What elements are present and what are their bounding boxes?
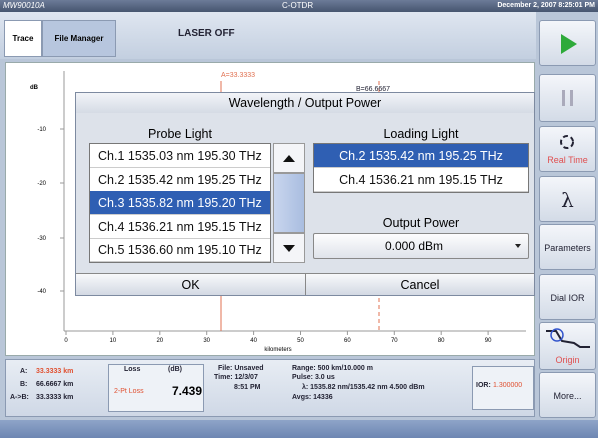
x-tick-label: 50 xyxy=(297,338,304,344)
laser-status: LASER OFF xyxy=(178,28,235,39)
lambda-button[interactable]: λ xyxy=(539,176,596,222)
x-tick-label: 0 xyxy=(64,338,68,344)
x-tick-label: 40 xyxy=(250,338,257,344)
x-tick-label: 80 xyxy=(438,338,445,344)
scroll-track xyxy=(273,173,305,233)
probe-item[interactable]: Ch.3 1535.82 nm 195.20 THz xyxy=(90,191,270,216)
loading-item[interactable]: Ch.2 1535.42 nm 195.25 THz xyxy=(314,144,528,168)
x-tick-label: 90 xyxy=(485,338,492,344)
probe-list: Ch.1 1535.03 nm 195.30 THz Ch.2 1535.42 n… xyxy=(89,143,271,263)
label: Origin xyxy=(555,355,580,365)
loss-header: Loss xyxy=(124,366,141,373)
ok-button[interactable]: OK xyxy=(76,273,306,295)
cursor-b-label: B=66.6667 xyxy=(356,86,390,93)
dial-ior-button[interactable]: Dial IOR xyxy=(539,274,596,320)
file-line: Time: 12/3/07 xyxy=(214,374,258,381)
parameters-button[interactable]: Parameters xyxy=(539,224,596,270)
y-tick-label: -20 xyxy=(37,181,46,187)
a-value: 33.3333 km xyxy=(36,368,74,375)
probe-item[interactable]: Ch.1 1535.03 nm 195.30 THz xyxy=(90,144,270,168)
loss-value: 7.439 xyxy=(172,384,203,398)
datetime: December 2, 2007 8:25:01 PM xyxy=(497,2,595,9)
param-line: Range: 500 km/10.000 m xyxy=(292,365,373,372)
x-tick-label: 70 xyxy=(391,338,398,344)
loss-type: 2-Pt Loss xyxy=(114,388,144,395)
run-button[interactable] xyxy=(539,20,596,66)
x-tick-label: 10 xyxy=(110,338,117,344)
y-unit: dB xyxy=(30,85,39,91)
probe-label: Probe Light xyxy=(148,127,212,141)
loading-label: Loading Light xyxy=(383,127,459,141)
y-tick-label: -30 xyxy=(37,236,46,242)
pause-icon xyxy=(562,90,573,106)
real-time-button[interactable]: Real Time xyxy=(539,126,596,172)
pause-button[interactable] xyxy=(539,74,596,122)
title-bar xyxy=(0,0,598,12)
ior-box xyxy=(472,366,534,410)
output-label: Output Power xyxy=(382,216,460,230)
file-line: File: Unsaved xyxy=(218,365,264,372)
dialog: Wavelength / Output Power Probe Light Ch… xyxy=(75,92,535,296)
more-button[interactable]: More... xyxy=(539,372,596,418)
file-line: 8:51 PM xyxy=(234,384,261,391)
output-dropdown[interactable]: 0.000 dBm xyxy=(313,233,529,259)
probe-item[interactable]: Ch.2 1535.42 nm 195.25 THz xyxy=(90,168,270,192)
probe-item[interactable]: Ch.4 1536.21 nm 195.15 THz xyxy=(90,215,270,239)
a-label: A: xyxy=(20,368,28,375)
ab-value: 33.3333 km xyxy=(36,394,74,401)
tab[interactable]: Trace xyxy=(4,20,42,57)
ab-label: A->B: xyxy=(10,394,29,401)
origin-icon xyxy=(546,328,590,348)
b-label: B: xyxy=(20,381,28,388)
param-line: Avgs: 14336 xyxy=(292,394,333,401)
origin-button[interactable]: Origin xyxy=(539,322,596,370)
y-tick-label: -10 xyxy=(37,127,46,133)
probe-item[interactable]: Ch.5 1536.60 nm 195.10 THz xyxy=(90,238,270,263)
app-name: C-OTDR xyxy=(282,1,314,10)
ior-label: IOR: xyxy=(476,382,491,389)
model: MW90010A xyxy=(3,1,45,10)
x-tick-label: 30 xyxy=(203,338,210,344)
x-tick-label: 60 xyxy=(344,338,351,344)
loading-list: Ch.2 1535.42 nm 195.25 THz Ch.4 1536.21 n… xyxy=(313,143,529,193)
up-arrow xyxy=(283,155,295,162)
param-line: Pulse: 3.0 us xyxy=(292,374,335,381)
loss-box xyxy=(108,364,204,412)
dialog-title: Wavelength / Output Power xyxy=(76,93,534,113)
param-line: λ: 1535.82 nm/1535.42 nm 4.500 dBm xyxy=(302,384,425,391)
output-value: 0.000 dBm xyxy=(384,239,444,253)
tab[interactable]: File Manager xyxy=(42,20,116,57)
refresh-icon xyxy=(560,135,574,149)
ior-value: 1.300000 xyxy=(493,382,523,389)
loading-item[interactable]: Ch.4 1536.21 nm 195.15 THz xyxy=(314,168,528,192)
scroll-up[interactable] xyxy=(273,143,305,173)
cursor-a-label: A=33.3333 xyxy=(221,72,255,79)
play-icon xyxy=(561,34,577,54)
dropdown-arrow xyxy=(515,244,521,248)
b-value: 66.6667 km xyxy=(36,381,74,388)
bottom-bar xyxy=(0,420,598,438)
y-tick-label: -40 xyxy=(37,289,46,295)
info-panel: A: 33.3333 km B: 66.6667 km A->B: 33.333… xyxy=(5,359,535,417)
label: Real Time xyxy=(547,155,588,165)
loss-unit: (dB) xyxy=(168,366,182,373)
scroll-down[interactable] xyxy=(273,233,305,263)
cancel-button[interactable]: Cancel xyxy=(306,273,534,295)
down-arrow xyxy=(283,245,295,252)
x-label: kilometers xyxy=(264,347,291,353)
x-tick-label: 20 xyxy=(156,338,163,344)
